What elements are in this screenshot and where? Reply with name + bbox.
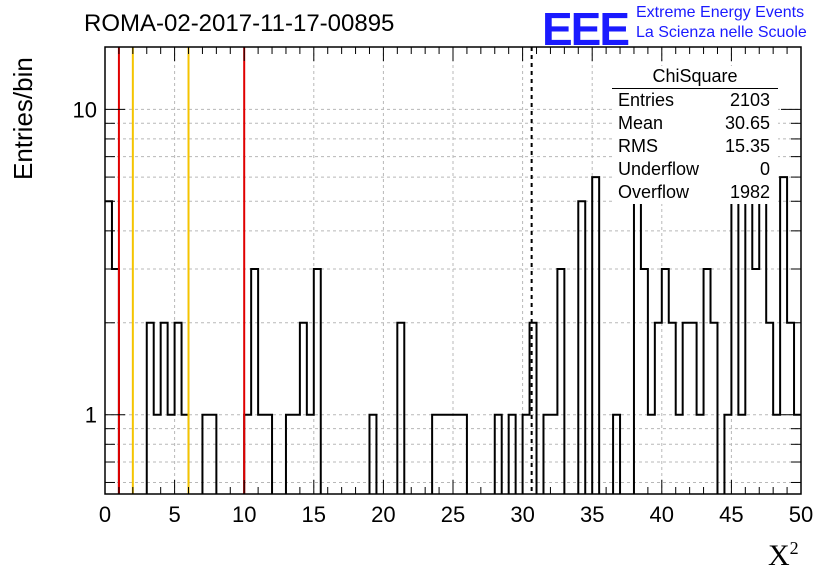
x-tick-label: 35 (580, 502, 604, 527)
stats-title: ChiSquare (612, 66, 778, 89)
x-tick-label: 40 (650, 502, 674, 527)
stats-row-rms: RMS 15.35 (612, 135, 778, 158)
stats-value: 0 (759, 159, 770, 179)
x-axis-label-sup: 2 (789, 538, 799, 558)
x-axis-label: X2 (768, 538, 799, 573)
stats-value: 1982 (729, 182, 770, 202)
stats-label: Entries (618, 90, 675, 110)
stats-label: Mean (618, 113, 664, 133)
x-axis-label-base: X (768, 539, 790, 572)
stats-value: 15.35 (724, 136, 770, 156)
x-tick-label: 45 (719, 502, 743, 527)
stats-label: Overflow (618, 182, 690, 202)
logo-line-2: La Scienza nelle Scuole (636, 24, 807, 41)
stats-label: Underflow (618, 159, 700, 179)
chart-title: ROMA-02-2017-11-17-00895 (84, 10, 395, 37)
stats-row-entries: Entries 2103 (612, 89, 778, 112)
histogram-series (105, 122, 801, 494)
x-tick-label: 25 (441, 502, 465, 527)
stats-value: 2103 (729, 90, 770, 110)
x-tick-label: 50 (789, 502, 813, 527)
x-tick-label: 30 (510, 502, 534, 527)
stats-value: 30.65 (724, 113, 770, 133)
x-tick-label: 20 (371, 502, 395, 527)
stats-box: ChiSquare Entries 2103 Mean 30.65 RMS 15.35… (612, 66, 778, 204)
y-tick-label: 1 (85, 403, 97, 428)
x-tick-label: 15 (302, 502, 326, 527)
stats-row-mean: Mean 30.65 (612, 112, 778, 135)
x-tick-label: 10 (232, 502, 256, 527)
stats-row-underflow: Underflow 0 (612, 158, 778, 181)
stats-row-overflow: Overflow 1982 (612, 181, 778, 204)
x-tick-label: 5 (168, 502, 180, 527)
x-tick-label: 0 (99, 502, 111, 527)
stats-label: RMS (618, 136, 658, 156)
logo-line-1: Extreme Energy Events (636, 4, 805, 21)
y-tick-label: 10 (73, 97, 97, 122)
